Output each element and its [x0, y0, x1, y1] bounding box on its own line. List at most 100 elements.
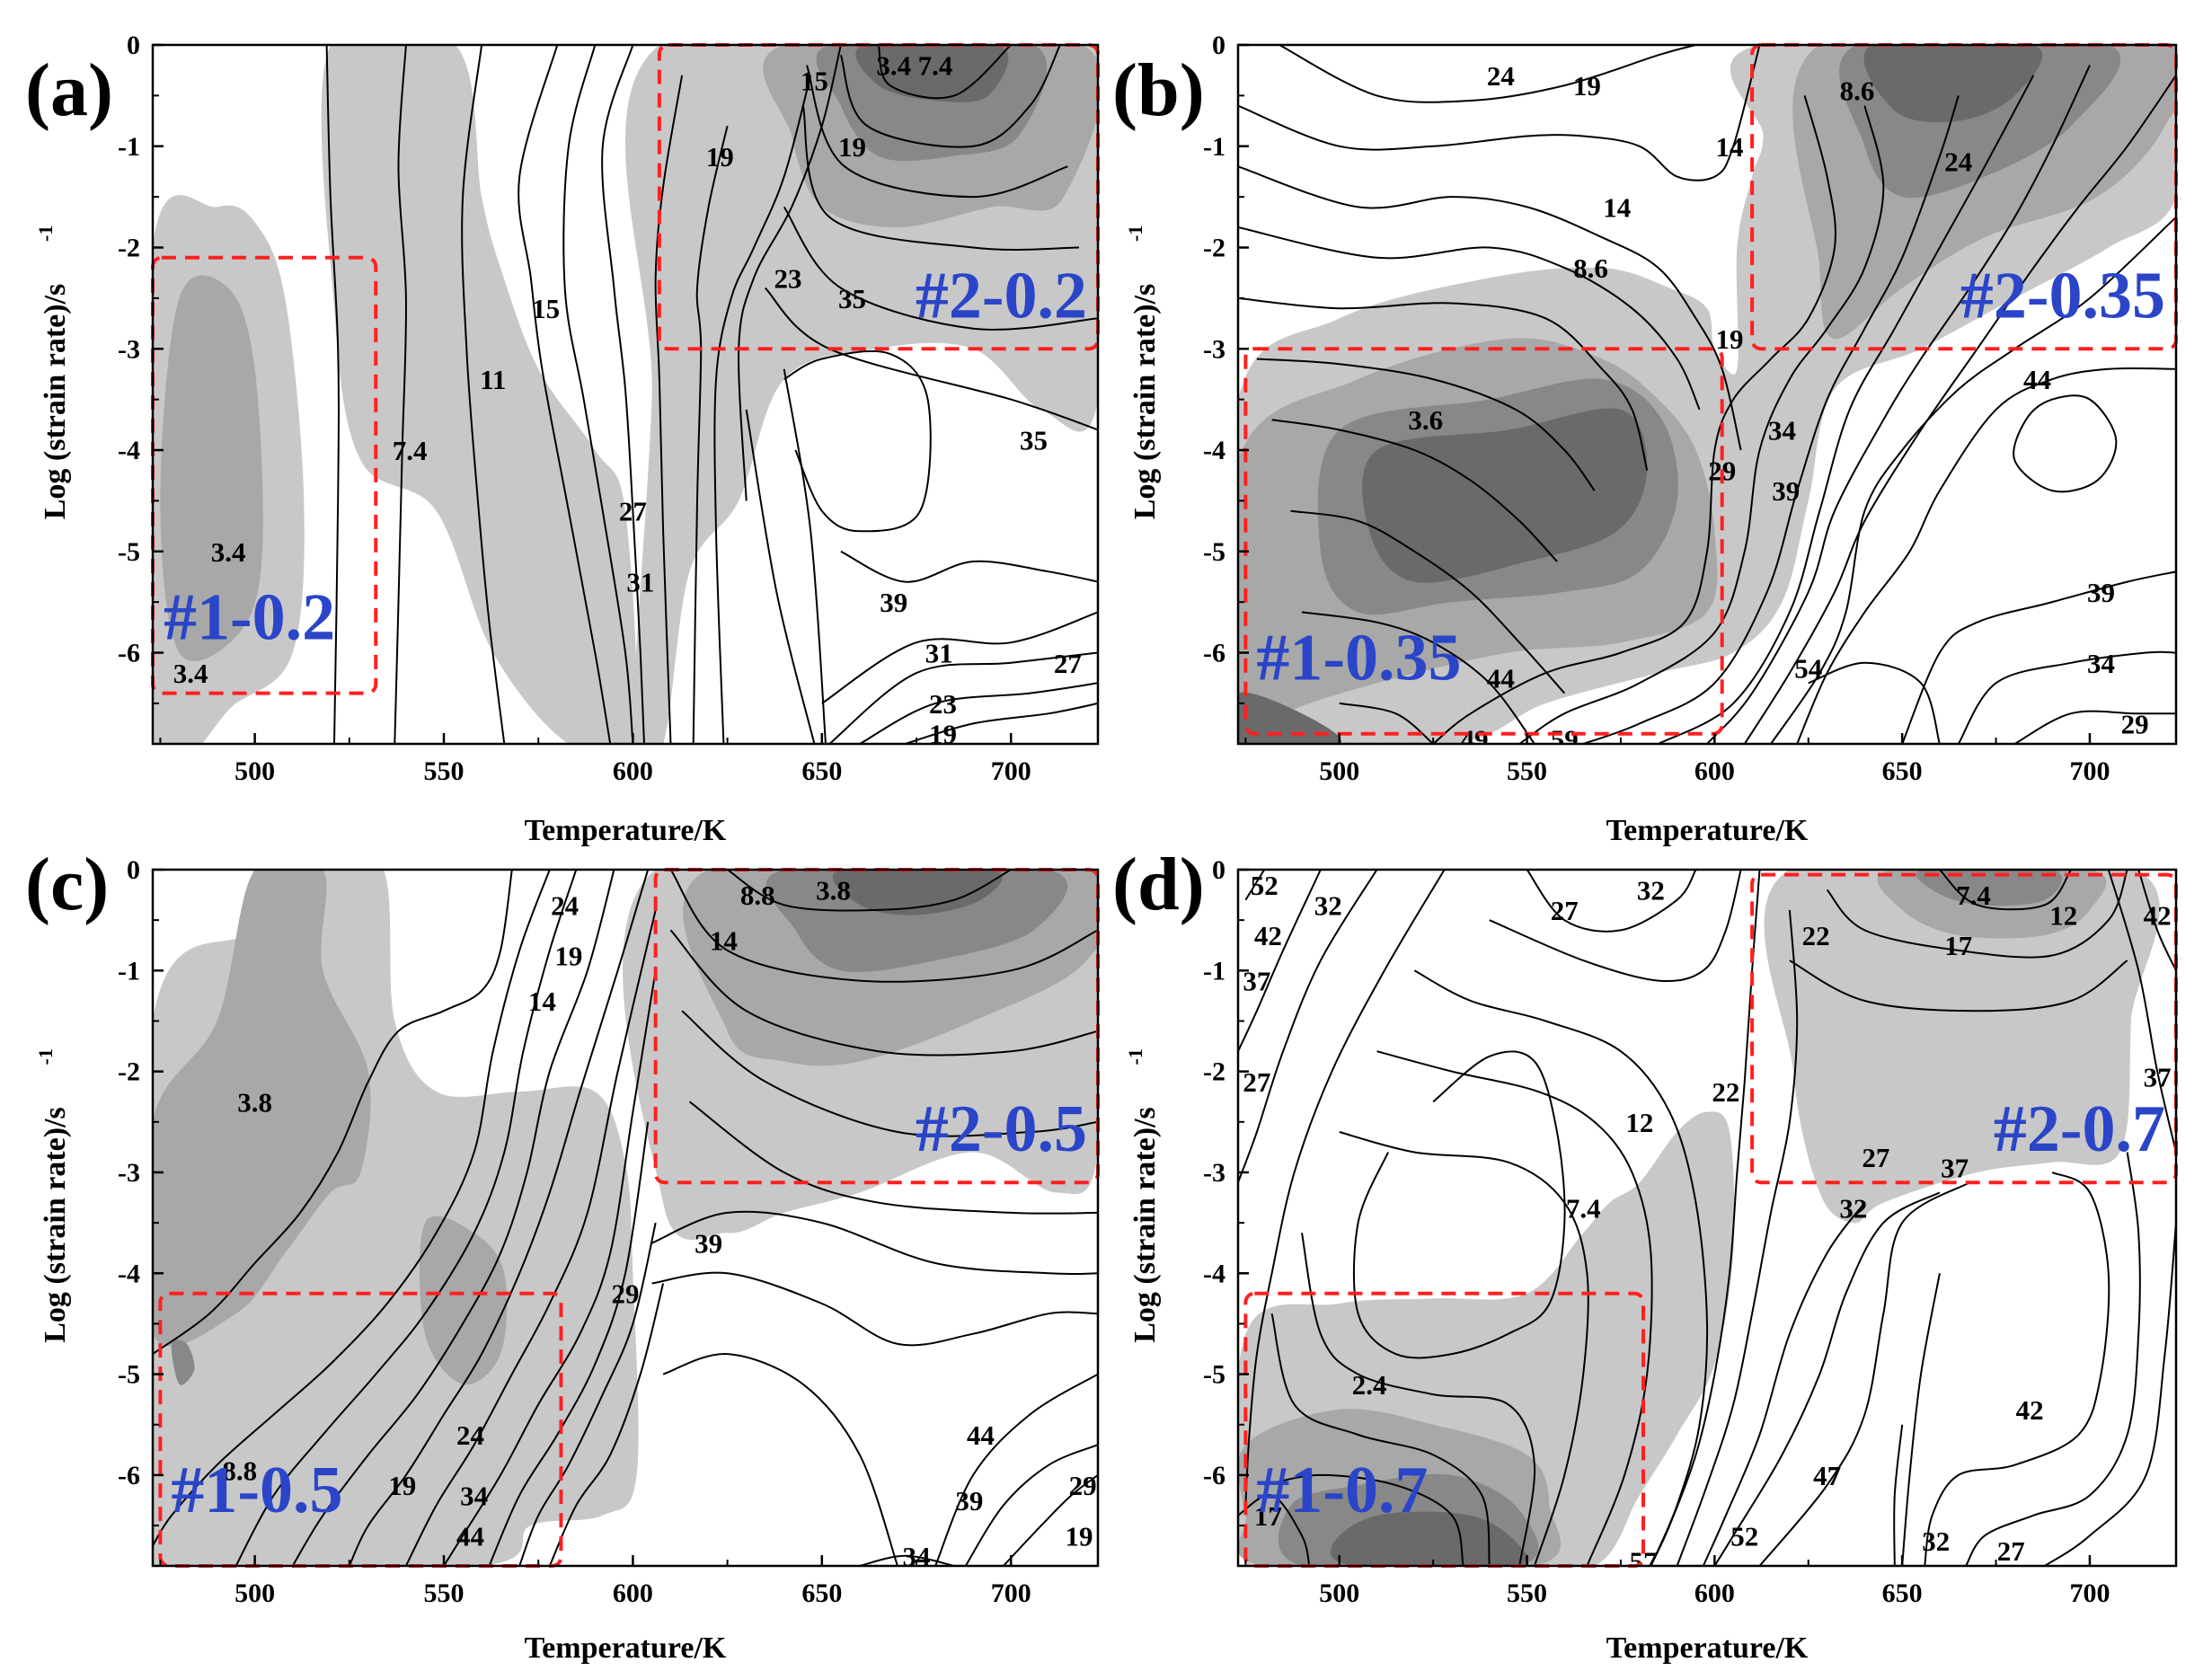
contour-line — [1244, 870, 1446, 1506]
contour-line — [1658, 75, 2035, 744]
contour-line — [1808, 661, 1941, 744]
contour-label: 12 — [1625, 1107, 1653, 1138]
contour-line — [801, 105, 1080, 251]
x-tick-label: 600 — [1694, 756, 1735, 786]
contour-label: 7.4 — [1956, 880, 1991, 911]
contour-line — [859, 1554, 955, 1566]
y-tick-label: 0 — [1212, 31, 1225, 60]
contour-label: 29 — [1069, 1470, 1097, 1501]
contour-line — [1939, 870, 2072, 911]
contour-line — [1238, 45, 1761, 181]
contour-line — [2137, 870, 2176, 971]
instability-zone-level-1 — [160, 275, 263, 662]
contour-line — [405, 909, 657, 1566]
contour-label: 11 — [480, 364, 506, 395]
contour-label: 39 — [955, 1485, 983, 1516]
contour-label: 12 — [2049, 900, 2077, 932]
y-tick-label: -2 — [1203, 1057, 1225, 1087]
y-tick-label: 0 — [1212, 855, 1225, 885]
contour-line — [2013, 710, 2176, 744]
contour-line — [488, 1121, 650, 1566]
contour-line — [1432, 95, 1836, 744]
contour-line — [859, 682, 1098, 744]
x-tick-label: 600 — [1694, 1578, 1735, 1608]
contour-line — [669, 929, 1098, 1057]
contour-label: 31 — [626, 567, 654, 598]
contour-label: 31 — [925, 638, 953, 669]
contour-line — [840, 550, 1098, 583]
contour-line — [651, 1210, 1098, 1276]
contour-line — [1702, 1202, 1866, 1566]
y-tick-label: -6 — [1203, 1461, 1225, 1490]
region-label-1: #1-0.7 — [1256, 1454, 1428, 1527]
contour-line — [783, 368, 827, 744]
contour-line — [562, 45, 634, 744]
contour-line — [806, 65, 1068, 199]
y-tick-label: -5 — [1203, 1360, 1225, 1390]
contour-label: 37 — [2144, 1061, 2172, 1092]
contour-line — [1901, 570, 2176, 744]
x-tick-label: 650 — [801, 1578, 842, 1608]
contour-label: 57 — [1630, 1545, 1658, 1577]
y-axis-title: Log (strain rate)/s — [39, 1107, 72, 1343]
contour-label: 34 — [2087, 648, 2115, 679]
x-axis-title: Temperature/K — [1606, 1631, 1809, 1665]
instability-zone-level-0 — [625, 45, 1098, 744]
contour-line — [1489, 870, 1742, 983]
contour-line — [153, 870, 551, 1547]
contour-line — [1238, 165, 1742, 451]
contour-label: 19 — [1716, 323, 1744, 355]
instability-zone-level-3 — [1863, 45, 2043, 123]
panel-letter: (b) — [1112, 49, 1205, 132]
contour-line — [783, 349, 932, 533]
x-axis-title: Temperature/K — [525, 1631, 727, 1665]
y-tick-label: -6 — [118, 639, 140, 668]
contour-line — [394, 45, 407, 744]
contour-line — [1270, 1313, 1491, 1566]
contour-line — [1957, 650, 2176, 744]
contour-line — [1743, 75, 2176, 744]
contour-label: 44 — [2023, 364, 2051, 395]
contour-label: 54 — [1794, 652, 1822, 684]
instability-zone-level-1 — [153, 870, 371, 1347]
y-tick-label: -2 — [118, 1057, 140, 1087]
contour-line — [1339, 1131, 1589, 1566]
y-tick-label: -5 — [118, 1360, 140, 1390]
contour-label: 49 — [1461, 723, 1489, 755]
contour-label: 14 — [1603, 191, 1631, 223]
y-tick-label: -3 — [118, 334, 140, 364]
x-tick-label: 700 — [991, 1578, 1031, 1608]
x-tick-label: 500 — [1319, 1578, 1359, 1608]
x-tick-label: 500 — [1319, 756, 1359, 786]
x-tick-label: 500 — [234, 1578, 275, 1608]
instability-zone-level-2 — [171, 1340, 195, 1385]
panel-letter: (a) — [25, 49, 113, 132]
contour-label: 3.4 — [173, 658, 208, 689]
contour-label: 8.8 — [222, 1455, 257, 1486]
y-axis-title-superscript: -1 — [34, 225, 57, 242]
contour-label: 23 — [929, 688, 957, 720]
y-tick-label: -3 — [1203, 334, 1225, 364]
x-tick-label: 700 — [2069, 1578, 2110, 1608]
contour-line — [1965, 1152, 2141, 1566]
contour-line — [291, 870, 615, 1566]
contour-line — [443, 970, 657, 1566]
contour-label: 52 — [1730, 1520, 1758, 1552]
y-axis-title: Log (strain rate)/s — [1128, 1107, 1162, 1343]
plot-frame — [1236, 43, 2178, 746]
y-axis-title: Log (strain rate)/s — [39, 284, 72, 520]
y-tick-label: -5 — [118, 537, 140, 567]
contour-line — [1301, 1233, 1536, 1566]
contour-label: 29 — [2121, 708, 2149, 739]
plot-frame — [1236, 868, 2178, 1568]
contour-line — [2044, 1223, 2176, 1566]
contour-label: 3.4 — [211, 536, 246, 568]
contour-label: 14 — [1716, 131, 1744, 163]
contour-line — [964, 1444, 1098, 1566]
x-tick-label: 700 — [991, 756, 1031, 786]
contour-label: 29 — [612, 1278, 640, 1310]
contour-line — [662, 1353, 898, 1566]
